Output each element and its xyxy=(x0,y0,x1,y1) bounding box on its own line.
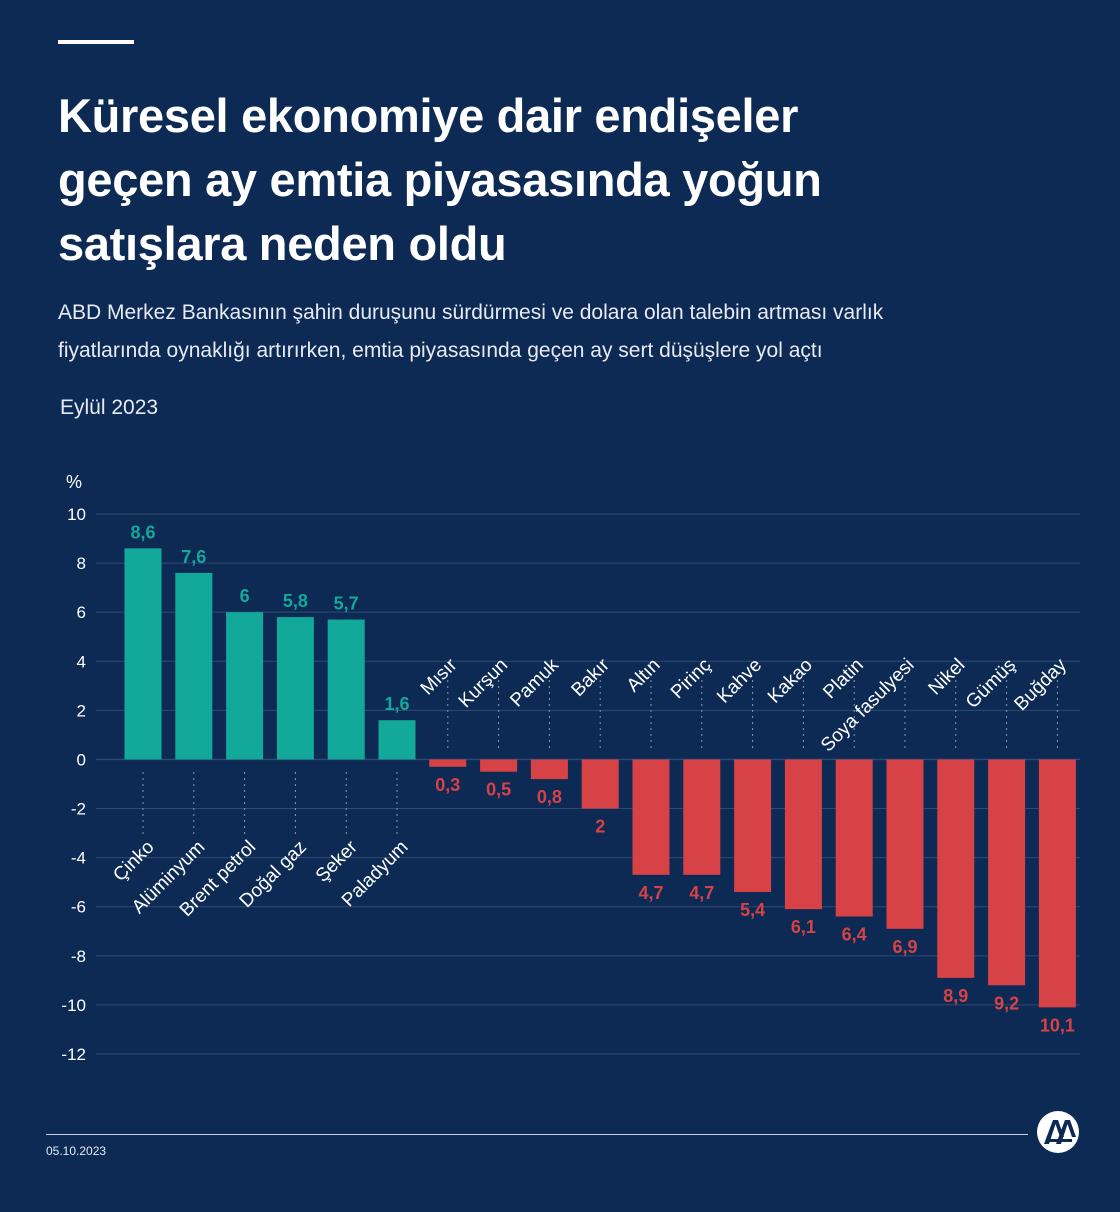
bar xyxy=(683,759,721,875)
period-label: Eylül 2023 xyxy=(60,396,159,419)
footer-divider xyxy=(46,1134,1028,1135)
bar xyxy=(835,759,873,917)
y-tick-label: 2 xyxy=(77,701,86,720)
y-tick-label: -12 xyxy=(61,1045,86,1064)
data-label: 0,8 xyxy=(537,787,562,807)
data-label: 0,5 xyxy=(486,780,511,800)
data-label: 4,7 xyxy=(689,883,714,903)
title-line-2: geçen ay emtia piyasasında yoğun xyxy=(58,153,822,206)
y-tick-label: -4 xyxy=(71,849,86,868)
y-tick-label: 4 xyxy=(77,652,86,671)
y-tick-label: 8 xyxy=(77,554,86,573)
data-label: 9,2 xyxy=(994,993,1019,1013)
bar xyxy=(734,759,772,892)
data-label: 4,7 xyxy=(638,883,663,903)
category-label: Kakao xyxy=(764,655,817,708)
y-tick-label: -6 xyxy=(71,898,86,917)
aa-logo-icon xyxy=(1037,1111,1079,1153)
bar xyxy=(327,619,365,760)
bar xyxy=(988,759,1026,986)
data-label: 5,4 xyxy=(740,900,765,920)
y-tick-label: -8 xyxy=(71,947,86,966)
bar xyxy=(1038,759,1076,1008)
bar xyxy=(530,759,568,780)
bar xyxy=(429,759,467,767)
y-tick-label: 0 xyxy=(77,750,86,769)
data-label: 6,1 xyxy=(791,917,816,937)
title-line-3: satışlara neden oldu xyxy=(58,217,507,270)
bar xyxy=(937,759,975,978)
data-label: 6,9 xyxy=(892,937,917,957)
data-label: 8,9 xyxy=(943,986,968,1006)
data-label: 0,3 xyxy=(435,775,460,795)
category-label: Pirinç xyxy=(667,655,715,703)
data-label: 5,7 xyxy=(334,594,359,614)
bar xyxy=(886,759,924,929)
category-label: Kurşun xyxy=(455,655,512,712)
bar xyxy=(276,617,314,760)
bar xyxy=(175,572,213,760)
bar xyxy=(480,759,518,772)
bar xyxy=(581,759,619,809)
y-tick-label: -2 xyxy=(71,800,86,819)
page-title: Küresel ekonomiye dair endişeler geçen a… xyxy=(58,84,1058,276)
category-label: Kahve xyxy=(713,655,766,708)
data-label: 5,8 xyxy=(283,591,308,611)
bar xyxy=(226,612,264,760)
publish-date: 05.10.2023 xyxy=(46,1144,107,1158)
category-label: Gümüş xyxy=(962,655,1020,713)
category-label: Soya fasulyesi xyxy=(817,655,918,756)
data-label: 6,4 xyxy=(842,925,867,945)
title-line-1: Küresel ekonomiye dair endişeler xyxy=(58,89,799,142)
category-label: Çinko xyxy=(109,837,158,886)
category-label: Platin xyxy=(819,655,867,703)
data-label: 1,6 xyxy=(384,694,409,714)
y-tick-label: -10 xyxy=(61,996,86,1015)
subtitle-line-1: ABD Merkez Bankasının şahin duruşunu sür… xyxy=(58,301,884,324)
data-label: 10,1 xyxy=(1040,1015,1075,1035)
data-label: 6 xyxy=(240,586,250,606)
commodity-bar-chart: 1086420-2-4-6-8-10-12%8,6Çinko7,6Alüminy… xyxy=(61,472,1080,1064)
bar xyxy=(784,759,822,910)
category-label: Pamuk xyxy=(506,654,563,711)
subtitle-line-2: fiyatlarında oynaklığı artırırken, emtia… xyxy=(58,339,823,362)
y-axis-label: % xyxy=(66,472,82,492)
header-accent-bar xyxy=(58,40,134,44)
page-subtitle: ABD Merkez Bankasının şahin duruşunu sür… xyxy=(58,294,1088,370)
data-label: 8,6 xyxy=(130,522,155,542)
bar xyxy=(124,548,162,760)
data-label: 7,6 xyxy=(181,547,206,567)
category-label: Buğday xyxy=(1011,654,1072,715)
bar xyxy=(378,720,416,760)
y-tick-label: 6 xyxy=(77,603,86,622)
bar xyxy=(632,759,670,875)
data-label: 2 xyxy=(595,817,605,837)
y-tick-label: 10 xyxy=(67,505,86,524)
